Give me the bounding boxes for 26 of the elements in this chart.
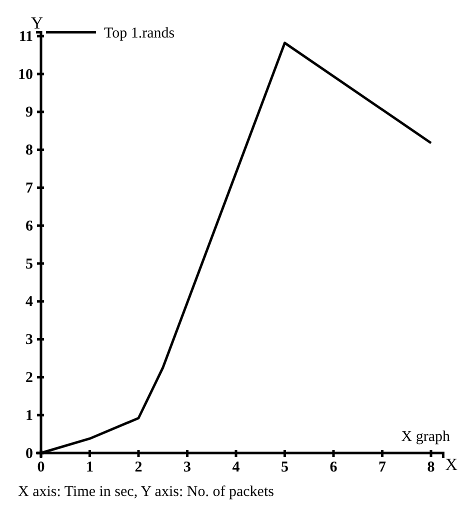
y-tick-label: 0	[26, 446, 33, 462]
legend-label: Top 1.rands	[104, 25, 175, 42]
y-tick-label: 9	[26, 104, 33, 121]
x-tick-label: 7	[378, 460, 386, 476]
y-tick-label: 2	[26, 370, 33, 386]
text: X axis: Time in sec, Y axis: No. of packets	[18, 484, 274, 500]
y-tick-label: 4	[26, 294, 34, 310]
x-axis-title: X	[445, 455, 458, 474]
x-tick-label: 5	[281, 460, 288, 476]
x-tick-label: 4	[232, 460, 240, 476]
y-tick-label: 1	[26, 408, 33, 424]
annotation: X graph	[401, 429, 450, 445]
y-tick-label: 5	[26, 256, 33, 272]
x-tick-label: 8	[427, 460, 435, 476]
x-tick-label: 0	[37, 460, 45, 476]
x-tick-label: 6	[330, 460, 338, 476]
y-axis-title: Y	[30, 13, 44, 32]
y-tick-label: 11	[18, 28, 33, 45]
y-tick-label: 6	[26, 218, 34, 234]
x-tick-label: 3	[184, 460, 191, 476]
x-tick-label: 2	[134, 460, 142, 476]
y-tick-label: 3	[26, 332, 33, 348]
y-tick-label: 7	[26, 180, 34, 196]
x-tick-label: 1	[86, 460, 94, 476]
y-tick-label: 8	[26, 142, 33, 159]
y-tick-label: 10	[18, 66, 33, 83]
